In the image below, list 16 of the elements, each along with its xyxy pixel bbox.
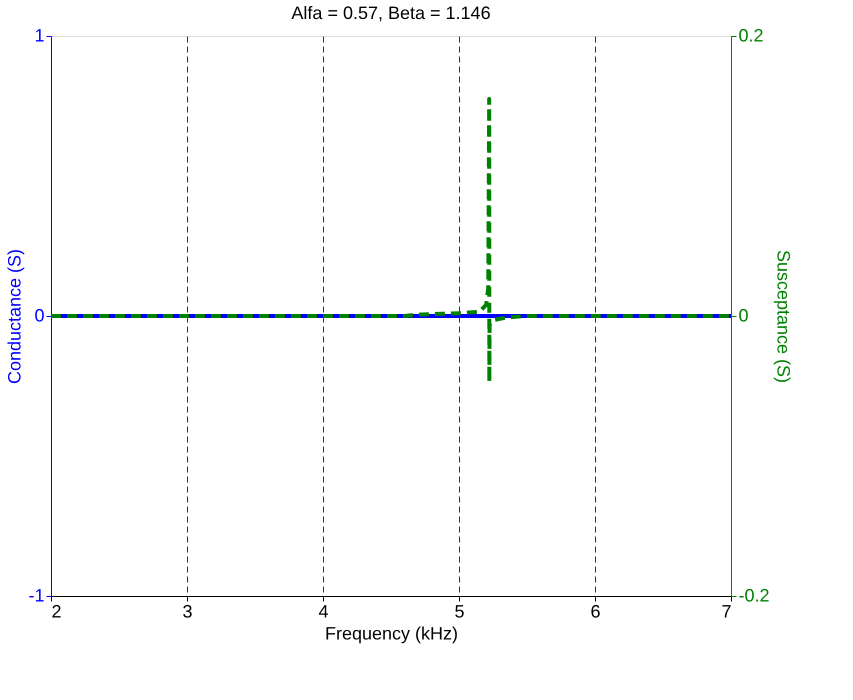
x-axis-title: Frequency (kHz) (324, 624, 458, 644)
y-tick-label: 1 (34, 26, 44, 46)
x-tick-label: 5 (454, 602, 465, 622)
x-tick-label: 4 (318, 602, 329, 622)
y-tick-label: 0 (34, 306, 44, 326)
y2-axis-title: Susceptance (S) (774, 250, 794, 384)
y2-tick-label: 0 (738, 306, 749, 326)
x-tick-label: 6 (590, 602, 601, 622)
y2-tick-label: 0.2 (738, 26, 764, 46)
x-tick-label: 2 (52, 602, 62, 622)
chart-title: Alfa = 0.57, Beta = 1.146 (291, 3, 491, 23)
x-tick-label: 3 (182, 602, 193, 622)
x-tick-label: 7 (721, 602, 732, 622)
y-tick-label: -1 (28, 586, 44, 606)
y2-tick-label: -0.2 (738, 586, 770, 606)
y-axis-title: Conductance (S) (4, 248, 24, 384)
